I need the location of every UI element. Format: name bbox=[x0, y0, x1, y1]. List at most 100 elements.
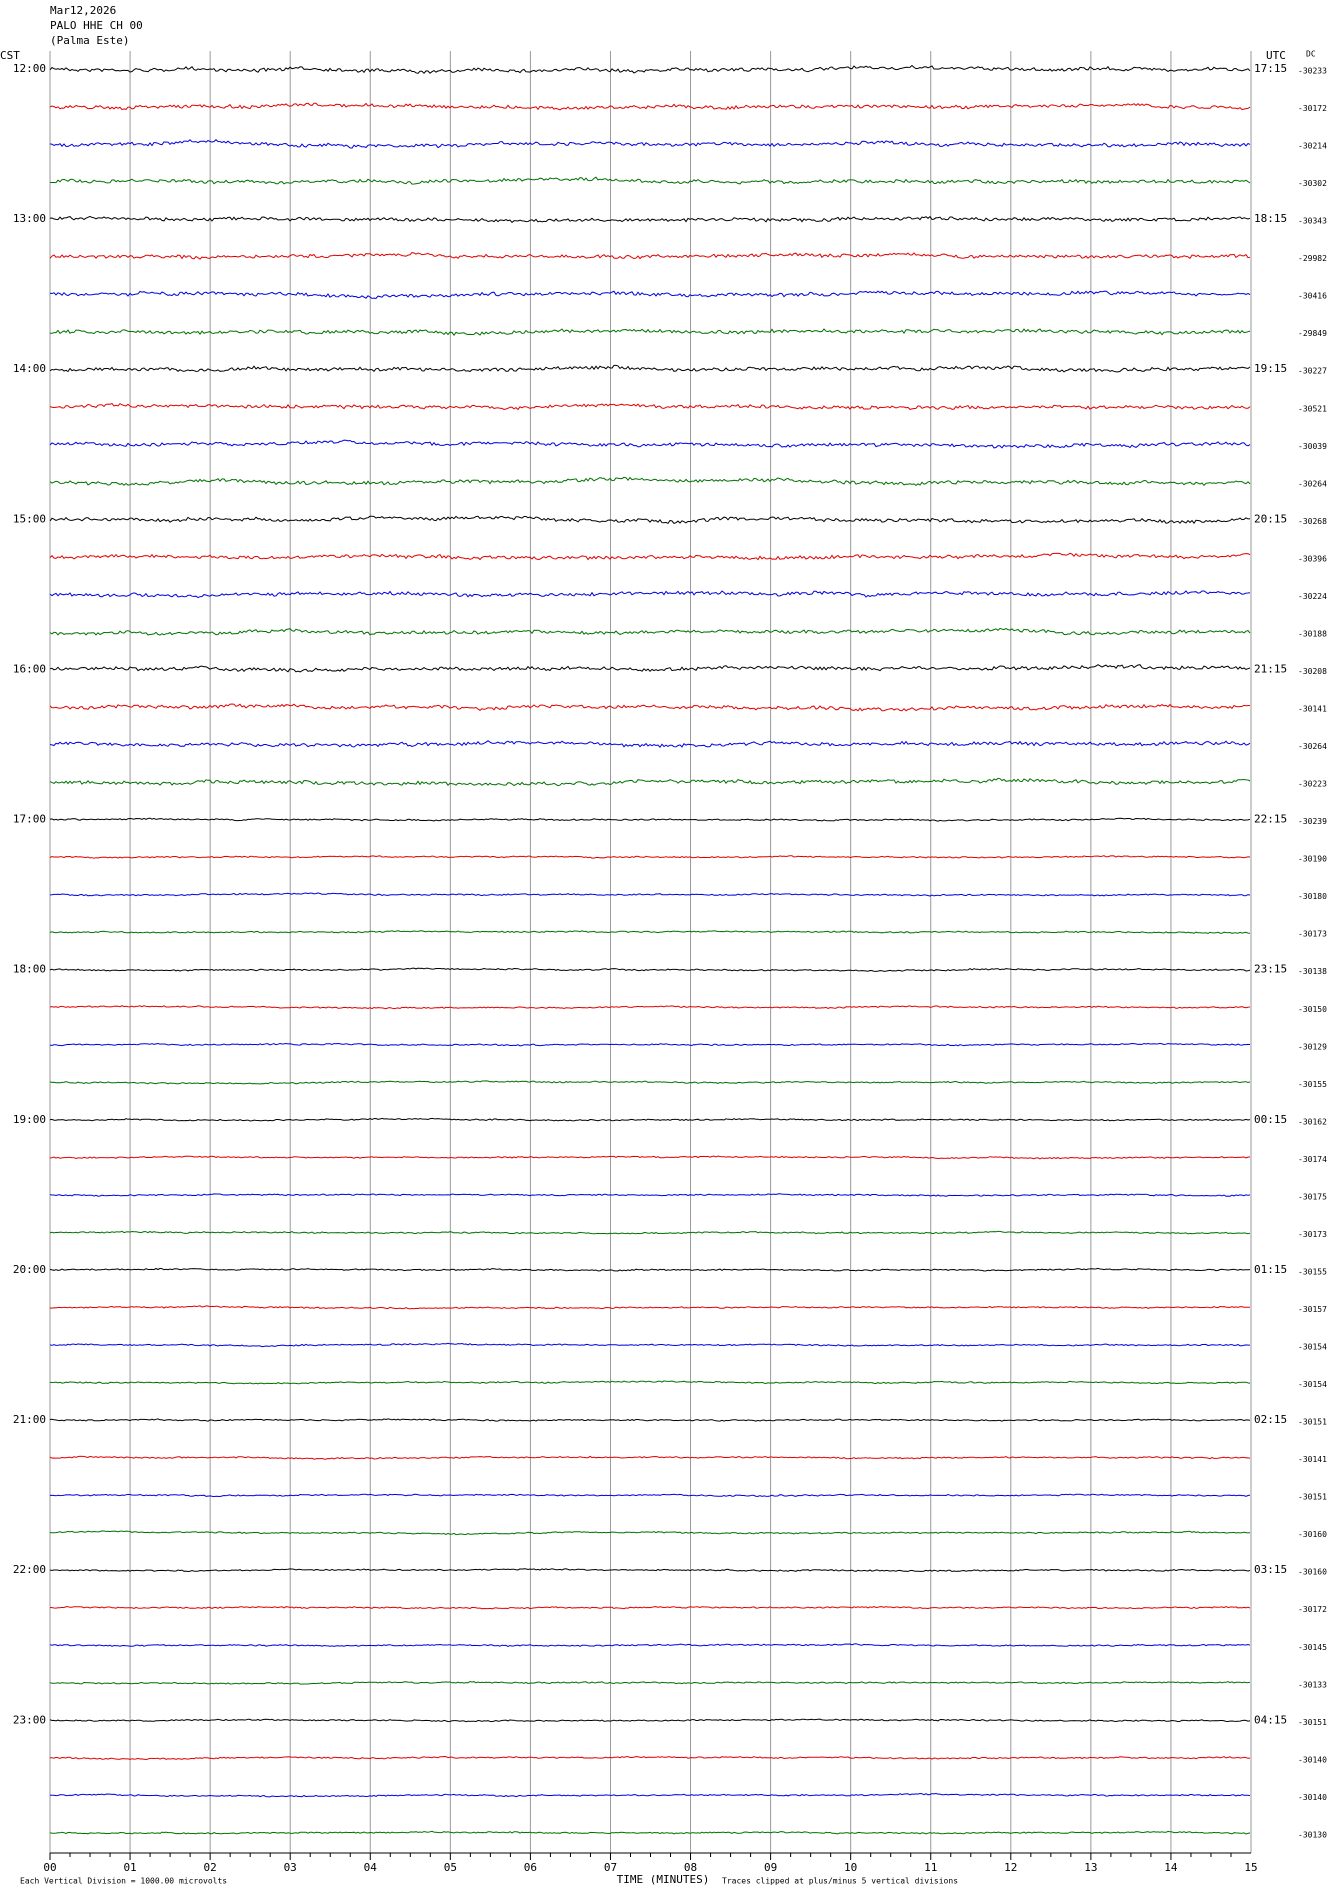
dc-value: -30141 bbox=[1298, 705, 1327, 714]
trace bbox=[49, 139, 1251, 149]
trace bbox=[50, 1755, 1251, 1761]
dc-value: -30521 bbox=[1298, 404, 1327, 413]
trace bbox=[49, 967, 1251, 972]
trace bbox=[49, 1342, 1250, 1348]
dc-value: -29982 bbox=[1298, 254, 1327, 263]
scale-note: Each Vertical Division = 1000.00 microvo… bbox=[20, 1877, 227, 1886]
location: (Palma Este) bbox=[50, 34, 129, 47]
trace bbox=[49, 1643, 1251, 1648]
trace bbox=[50, 328, 1251, 337]
dc-value: -30172 bbox=[1298, 1605, 1327, 1614]
utc-label: 03:15 bbox=[1254, 1563, 1287, 1576]
trace bbox=[49, 855, 1251, 859]
dc-value: -30133 bbox=[1298, 1680, 1327, 1689]
cst-label: 14:00 bbox=[13, 362, 46, 375]
x-tick-label: 15 bbox=[1244, 1861, 1257, 1874]
cst-label: 23:00 bbox=[13, 1713, 46, 1726]
right-axis-label: UTC bbox=[1266, 49, 1286, 62]
utc-label: 01:15 bbox=[1254, 1263, 1287, 1276]
dc-value: -30173 bbox=[1298, 1230, 1327, 1239]
trace bbox=[49, 930, 1251, 935]
utc-label: 19:15 bbox=[1254, 362, 1287, 375]
dc-value: -30174 bbox=[1298, 1155, 1327, 1164]
dc-value: -30175 bbox=[1298, 1192, 1327, 1201]
dc-value: -30190 bbox=[1298, 855, 1327, 864]
x-tick-label: 04 bbox=[364, 1861, 378, 1874]
dc-value: -30162 bbox=[1298, 1117, 1327, 1126]
cst-label: 12:00 bbox=[13, 62, 46, 75]
trace bbox=[49, 817, 1251, 822]
dc-value: -30154 bbox=[1298, 1380, 1327, 1389]
x-tick-label: 06 bbox=[524, 1861, 537, 1874]
x-tick-label: 08 bbox=[684, 1861, 697, 1874]
dc-value: -30151 bbox=[1298, 1718, 1327, 1727]
cst-label: 15:00 bbox=[13, 512, 46, 525]
dc-value: -30155 bbox=[1298, 1080, 1327, 1089]
trace bbox=[49, 664, 1251, 673]
x-tick-label: 05 bbox=[444, 1861, 457, 1874]
trace bbox=[49, 64, 1251, 75]
utc-label: 22:15 bbox=[1254, 813, 1287, 826]
x-tick-label: 11 bbox=[924, 1861, 937, 1874]
dc-value: -30039 bbox=[1298, 442, 1327, 451]
trace bbox=[49, 402, 1251, 411]
x-tick-label: 14 bbox=[1164, 1861, 1178, 1874]
trace bbox=[49, 1418, 1251, 1422]
dc-value: -30151 bbox=[1298, 1418, 1327, 1427]
trace bbox=[49, 1005, 1251, 1010]
dc-value: -30140 bbox=[1298, 1793, 1327, 1802]
dc-value: -30224 bbox=[1298, 592, 1327, 601]
dc-value: -30129 bbox=[1298, 1042, 1327, 1051]
dc-value: -30145 bbox=[1298, 1643, 1327, 1652]
trace bbox=[49, 1680, 1251, 1685]
dc-value: -30172 bbox=[1298, 104, 1327, 113]
trace bbox=[49, 102, 1251, 111]
trace bbox=[49, 1193, 1251, 1197]
dc-value: -30416 bbox=[1298, 292, 1327, 301]
dc-value: -30302 bbox=[1298, 179, 1327, 188]
trace bbox=[49, 590, 1251, 599]
trace bbox=[49, 703, 1251, 712]
dc-value: -29849 bbox=[1298, 329, 1327, 338]
trace bbox=[49, 439, 1251, 449]
utc-label: 20:15 bbox=[1254, 512, 1287, 525]
trace bbox=[49, 252, 1251, 260]
utc-label: 02:15 bbox=[1254, 1413, 1287, 1426]
dc-value: -30160 bbox=[1298, 1568, 1327, 1577]
trace bbox=[49, 1042, 1251, 1047]
dc-value: -30138 bbox=[1298, 967, 1327, 976]
trace bbox=[49, 627, 1251, 636]
dc-value: -30150 bbox=[1298, 1005, 1327, 1014]
trace bbox=[49, 1530, 1251, 1536]
clip-note: Traces clipped at plus/minus 5 vertical … bbox=[722, 1877, 958, 1886]
trace bbox=[49, 740, 1251, 749]
trace bbox=[49, 777, 1251, 787]
cst-label: 13:00 bbox=[13, 212, 46, 225]
trace bbox=[49, 1117, 1251, 1122]
dc-value: -30343 bbox=[1298, 217, 1327, 226]
x-tick-label: 13 bbox=[1084, 1861, 1097, 1874]
x-tick-label: 09 bbox=[764, 1861, 777, 1874]
dc-label: DC bbox=[1306, 50, 1316, 59]
trace bbox=[49, 1718, 1251, 1723]
trace bbox=[49, 515, 1251, 525]
trace bbox=[49, 1568, 1251, 1573]
dc-value: -30188 bbox=[1298, 629, 1327, 638]
dc-value: -30208 bbox=[1298, 667, 1327, 676]
trace bbox=[49, 290, 1251, 300]
dc-value: -30264 bbox=[1298, 479, 1327, 488]
x-tick-label: 02 bbox=[204, 1861, 217, 1874]
trace bbox=[49, 1606, 1251, 1610]
dc-value: -30141 bbox=[1298, 1455, 1327, 1464]
trace bbox=[49, 552, 1251, 561]
x-tick-label: 12 bbox=[1004, 1861, 1017, 1874]
trace bbox=[49, 476, 1251, 487]
dc-value: -30157 bbox=[1298, 1305, 1327, 1314]
trace bbox=[49, 1267, 1251, 1272]
utc-label: 18:15 bbox=[1254, 212, 1287, 225]
x-tick-label: 01 bbox=[123, 1861, 136, 1874]
utc-label: 21:15 bbox=[1254, 662, 1287, 675]
cst-label: 18:00 bbox=[13, 963, 46, 976]
dc-value: -30233 bbox=[1298, 67, 1327, 76]
